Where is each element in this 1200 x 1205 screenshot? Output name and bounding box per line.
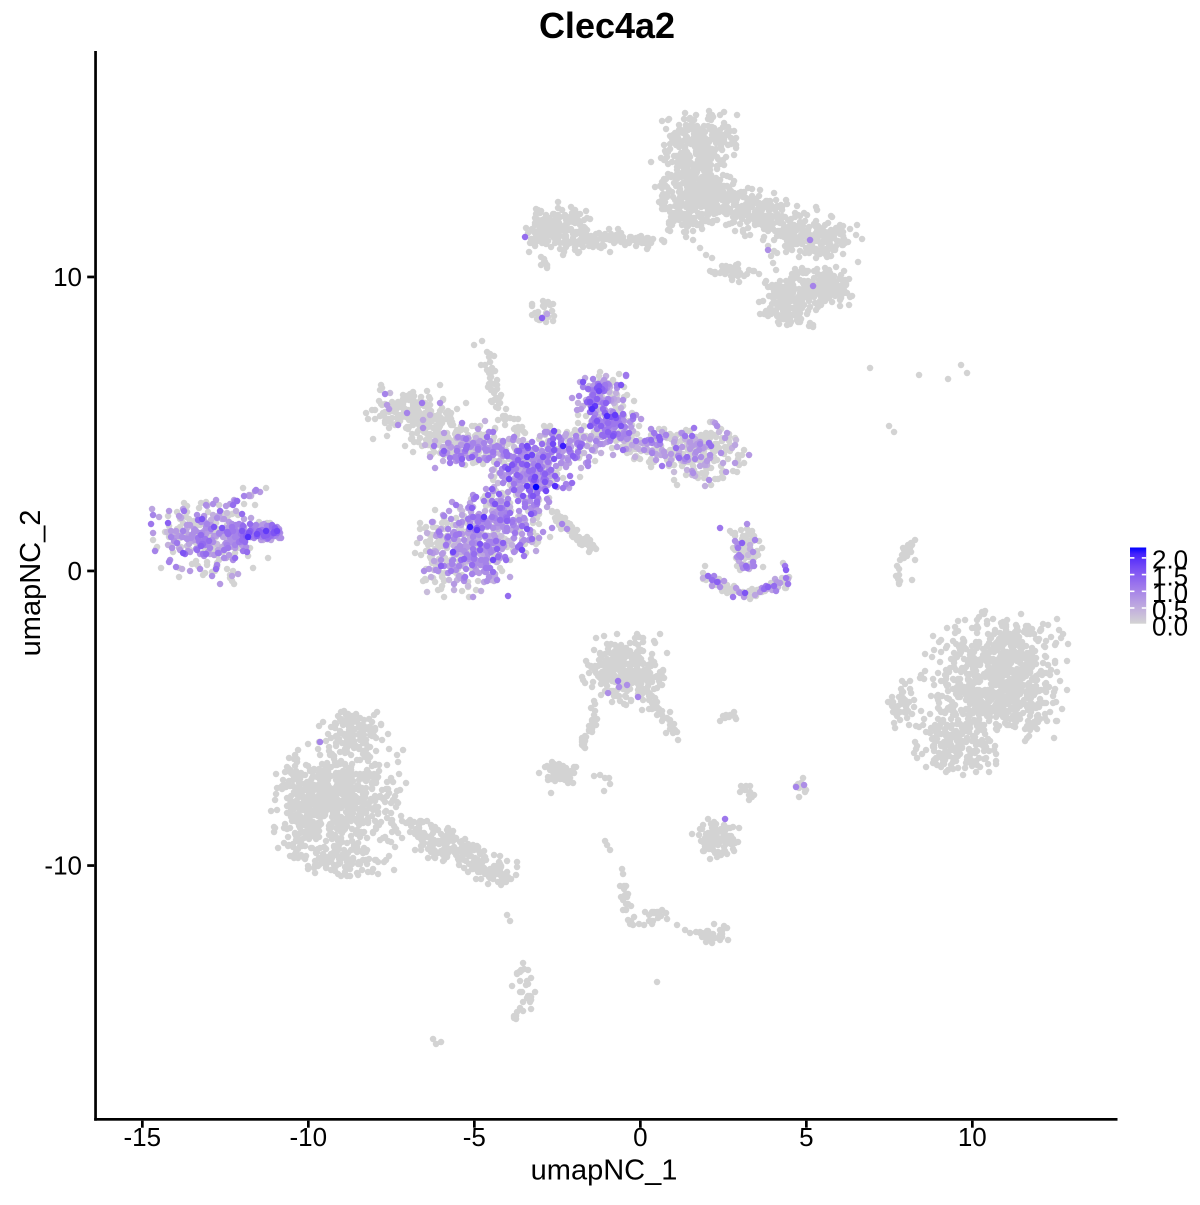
svg-text:1.5: 1.5 (1152, 561, 1188, 591)
svg-text:-10: -10 (290, 1122, 328, 1152)
svg-text:umapNC_1: umapNC_1 (531, 1155, 678, 1187)
svg-text:-10: -10 (44, 851, 82, 881)
svg-text:1.0: 1.0 (1152, 578, 1188, 608)
svg-text:5: 5 (799, 1122, 813, 1152)
svg-text:10: 10 (53, 262, 82, 292)
svg-text:10: 10 (958, 1122, 987, 1152)
svg-text:0: 0 (633, 1122, 647, 1152)
svg-text:-5: -5 (463, 1122, 486, 1152)
svg-text:2.0: 2.0 (1152, 545, 1188, 575)
svg-text:0.5: 0.5 (1152, 595, 1188, 625)
svg-text:-15: -15 (124, 1122, 162, 1152)
svg-text:0.0: 0.0 (1152, 612, 1188, 642)
svg-text:0: 0 (68, 556, 82, 586)
svg-text:umapNC_2: umapNC_2 (15, 510, 47, 657)
svg-text:Clec4a2: Clec4a2 (539, 5, 675, 46)
